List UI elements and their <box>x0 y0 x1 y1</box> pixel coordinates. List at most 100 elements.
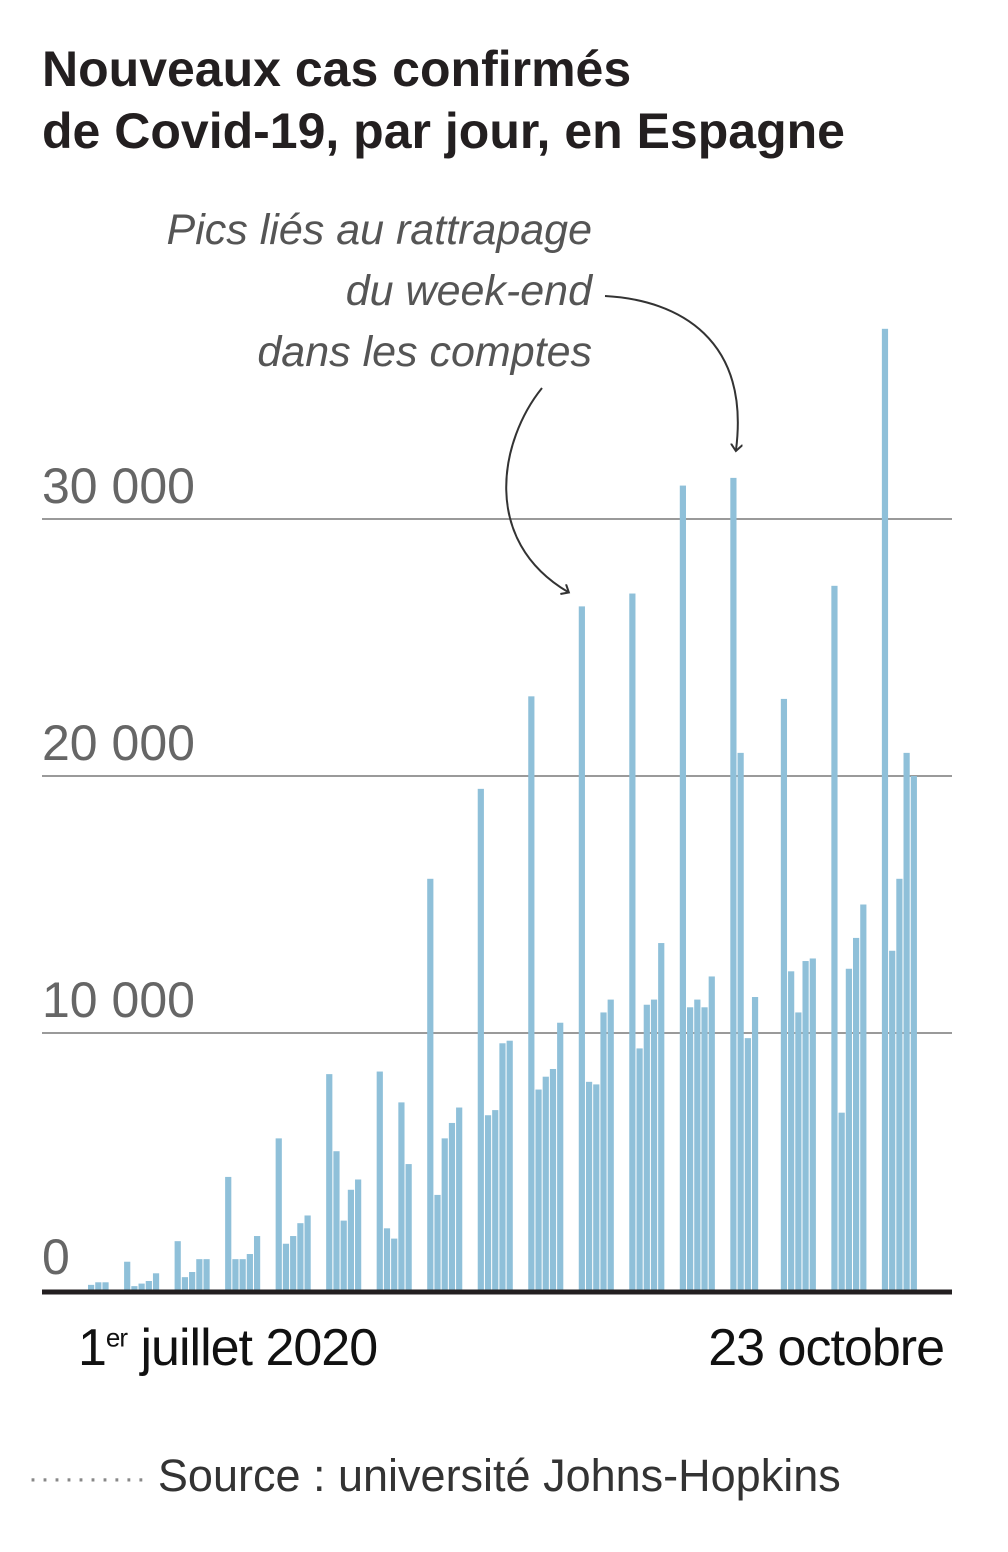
bar-2020-09-16 <box>643 1004 650 1290</box>
bar-2020-09-02 <box>542 1076 549 1290</box>
bar-2020-09-29 <box>737 752 744 1290</box>
bar-2020-10-19 <box>881 328 889 1290</box>
y-tick-label: 20 000 <box>42 715 195 771</box>
bar-2020-08-25 <box>484 1115 492 1290</box>
bar-2020-07-27 <box>275 1138 282 1290</box>
bar-2020-08-05 <box>340 1220 347 1290</box>
bar-2020-10-22 <box>903 752 910 1290</box>
bar-2020-08-24 <box>477 788 484 1290</box>
annotation-line-3: dans les comptes <box>257 328 592 376</box>
bar-2020-07-09 <box>145 1281 152 1290</box>
bar-2020-07-31 <box>304 1215 311 1290</box>
bar-2020-08-18 <box>434 1194 441 1290</box>
bar-2020-10-08 <box>802 961 809 1290</box>
annotation-text: Pics liés au rattrapage du week-end dans… <box>32 200 592 383</box>
bar-2020-08-13 <box>398 1102 405 1290</box>
bar-2020-09-14 <box>629 593 636 1290</box>
bar-2020-07-03 <box>102 1282 109 1290</box>
bar-2020-09-01 <box>535 1089 542 1290</box>
bar-2020-08-20 <box>448 1122 456 1290</box>
bar-2020-09-03 <box>549 1068 557 1290</box>
annotation-line-1: Pics liés au rattrapage <box>166 206 592 254</box>
bars <box>88 328 917 1291</box>
bar-2020-09-17 <box>650 999 658 1290</box>
bar-2020-08-03 <box>326 1074 333 1290</box>
bar-2020-08-04 <box>333 1151 340 1290</box>
bar-2020-07-10 <box>152 1273 160 1290</box>
bar-2020-07-13 <box>174 1241 181 1290</box>
bar-2020-10-23 <box>910 776 917 1290</box>
y-tick-label: 0 <box>42 1229 70 1285</box>
bar-2020-10-13 <box>838 1112 845 1290</box>
bar-2020-10-01 <box>751 997 759 1290</box>
annotation-arrow-right <box>604 295 738 450</box>
bar-2020-07-23 <box>246 1254 253 1290</box>
bar-2020-09-10 <box>600 1012 607 1290</box>
annotation-arrow-left <box>505 387 568 592</box>
y-tick-label: 30 000 <box>42 458 195 514</box>
chart-title-line-2: de Covid-19, par jour, en Espagne <box>42 103 845 159</box>
bar-2020-08-28 <box>506 1040 513 1290</box>
chart-title-line-1: Nouveaux cas confirmés <box>42 41 632 97</box>
chart-title: Nouveaux cas confirmés de Covid-19, par … <box>42 38 982 162</box>
bar-2020-08-06 <box>347 1189 355 1290</box>
bar-2020-08-31 <box>528 696 535 1290</box>
bar-2020-08-11 <box>383 1228 391 1290</box>
bar-2020-10-09 <box>809 958 816 1290</box>
bar-2020-07-20 <box>225 1176 232 1290</box>
bar-2020-07-08 <box>138 1283 145 1290</box>
bar-2020-10-14 <box>845 968 852 1290</box>
bar-2020-08-26 <box>492 1110 499 1290</box>
bar-2020-08-17 <box>427 878 434 1290</box>
bar-2020-08-27 <box>499 1043 506 1290</box>
annotation-line-2: du week-end <box>345 267 592 315</box>
source-note: ·········· Source : université Johns-Hopk… <box>28 1450 841 1502</box>
bar-2020-07-30 <box>297 1223 304 1290</box>
bar-2020-08-14 <box>405 1164 412 1290</box>
bar-2020-10-06 <box>788 971 795 1290</box>
bar-2020-09-11 <box>607 999 614 1290</box>
bar-2020-09-28 <box>730 477 737 1290</box>
source-text: Source : université Johns-Hopkins <box>157 1450 841 1501</box>
gridlines <box>42 518 952 1034</box>
bar-2020-10-16 <box>860 904 867 1290</box>
bar-2020-07-07 <box>131 1286 138 1290</box>
bar-2020-09-18 <box>658 943 665 1290</box>
bar-2020-07-24 <box>253 1236 261 1290</box>
bar-2020-08-10 <box>376 1071 383 1290</box>
bar-2020-09-08 <box>585 1081 593 1290</box>
bar-2020-09-07 <box>578 606 585 1290</box>
bar-2020-08-12 <box>391 1238 398 1290</box>
bar-2020-10-20 <box>889 950 896 1290</box>
bar-2020-09-22 <box>687 1007 694 1290</box>
bar-2020-08-19 <box>441 1138 448 1290</box>
bar-2020-07-21 <box>232 1259 239 1290</box>
bar-2020-07-01 <box>88 1284 95 1290</box>
bar-2020-09-15 <box>636 1048 643 1290</box>
bar-2020-09-25 <box>708 976 715 1290</box>
bar-2020-09-24 <box>701 1007 708 1290</box>
bar-2020-07-16 <box>196 1259 203 1290</box>
bar-2020-10-05 <box>780 698 788 1290</box>
bar-2020-08-21 <box>456 1107 463 1290</box>
bar-2020-09-21 <box>679 485 686 1291</box>
bar-2020-07-14 <box>181 1277 189 1290</box>
x-tick-label-start: 1er juillet 2020 <box>78 1319 378 1377</box>
bar-2020-07-29 <box>290 1236 297 1290</box>
bar-2020-09-23 <box>694 999 701 1290</box>
bar-2020-09-04 <box>557 1022 564 1290</box>
source-dots: ·········· <box>28 1462 148 1496</box>
bar-2020-10-15 <box>853 937 860 1290</box>
bar-2020-08-07 <box>355 1179 362 1290</box>
bar-2020-09-09 <box>593 1084 600 1290</box>
bar-2020-07-02 <box>95 1282 102 1290</box>
y-axis-ticks: 0 10 000 20 000 30 000 <box>42 458 195 1285</box>
bar-2020-10-21 <box>896 878 903 1290</box>
x-tick-label-end: 23 octobre <box>708 1319 945 1377</box>
bar-2020-09-30 <box>744 1038 751 1290</box>
bar-2020-07-17 <box>203 1259 210 1290</box>
bar-2020-07-28 <box>282 1243 290 1290</box>
bar-2020-07-22 <box>239 1259 246 1290</box>
bar-2020-10-12 <box>831 585 838 1290</box>
